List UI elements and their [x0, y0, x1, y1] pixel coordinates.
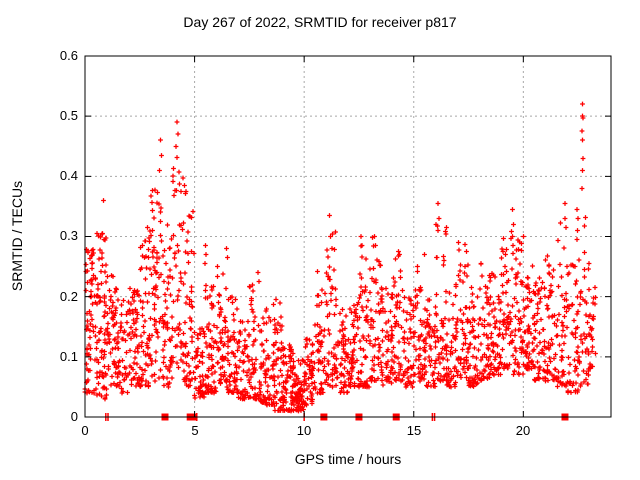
plot-border-and-ticks	[84, 55, 612, 418]
y-tick-label-05: 0.5	[59, 108, 78, 123]
x-tick-label-15: 15	[406, 423, 422, 438]
x-tick-label-5: 5	[191, 423, 199, 438]
y-tick-label-06: 0.6	[59, 48, 78, 63]
y-tick-label-03: 0.3	[59, 228, 78, 243]
chart-title: Day 267 of 2022, SRMTID for receiver p81…	[183, 14, 457, 30]
x-tick-label-0: 0	[81, 423, 89, 438]
y-axis-label: SRMTID / TECUs	[9, 181, 25, 291]
x-axis-label: GPS time / hours	[294, 451, 402, 467]
y-tick-label-02: 0.2	[59, 289, 78, 304]
y-tick-label-0: 0	[70, 409, 78, 424]
x-tick-label-20: 20	[515, 423, 531, 438]
scatter-points	[82, 101, 598, 414]
y-tick-label-01: 0.1	[59, 349, 78, 364]
x-tick-label-10: 10	[296, 423, 312, 438]
y-tick-label-04: 0.4	[59, 168, 78, 183]
